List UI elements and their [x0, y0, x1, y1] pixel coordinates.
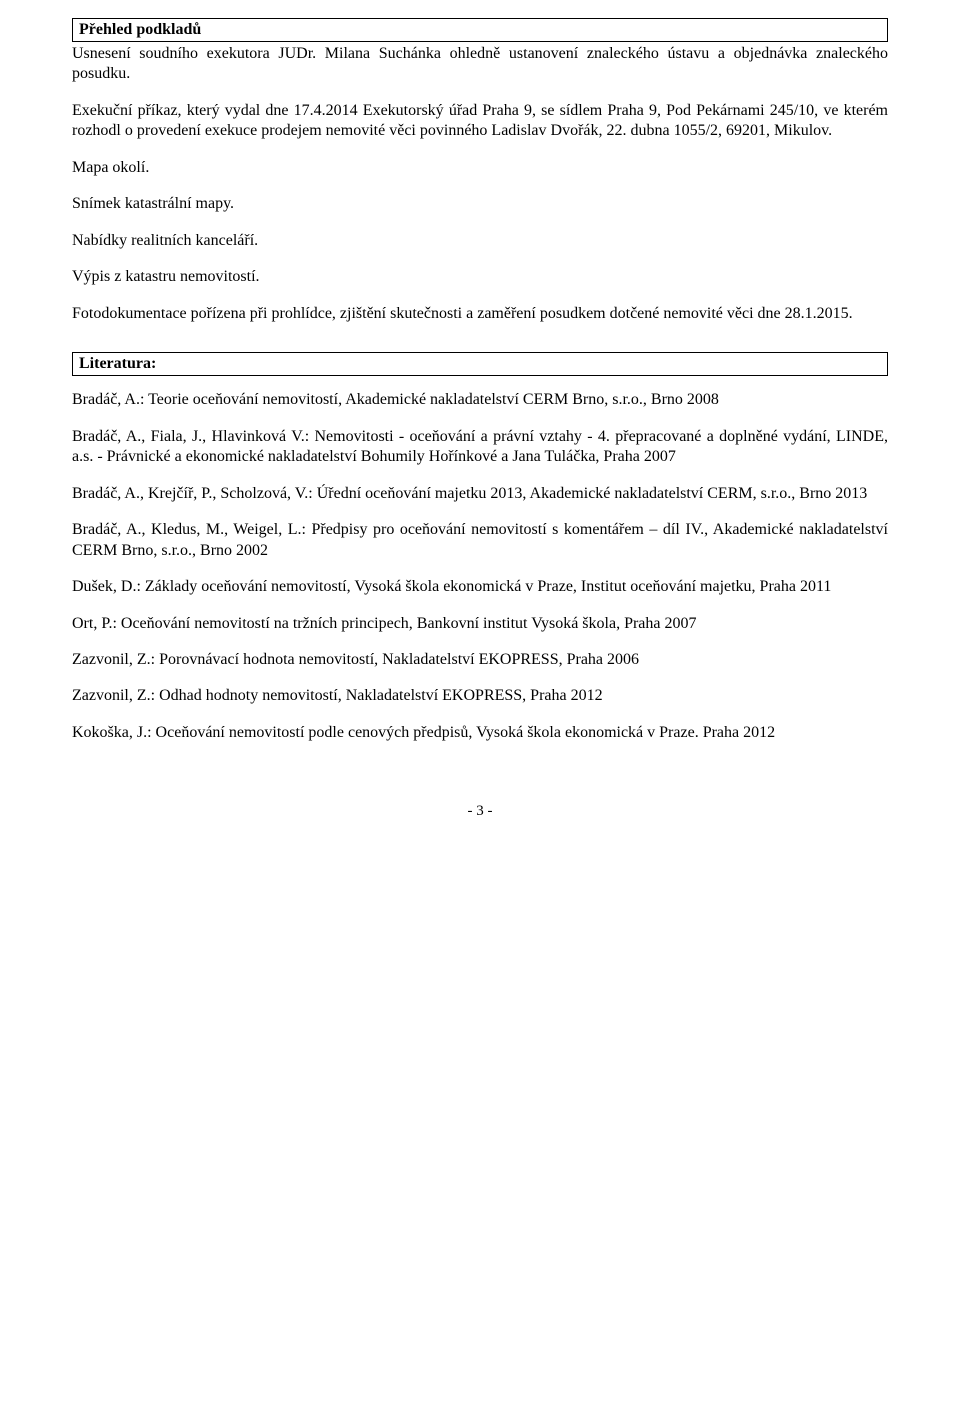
section-heading-prehled: Přehled podkladů: [72, 18, 888, 42]
paragraph: Snímek katastrální mapy.: [72, 194, 888, 214]
reference-entry: Zazvonil, Z.: Porovnávací hodnota nemovi…: [72, 650, 888, 670]
paragraph: Mapa okolí.: [72, 158, 888, 178]
paragraph: Fotodokumentace pořízena při prohlídce, …: [72, 304, 888, 324]
section-heading-literatura: Literatura:: [72, 352, 888, 376]
reference-entry: Kokoška, J.: Oceňování nemovitostí podle…: [72, 723, 888, 743]
paragraph: Výpis z katastru nemovitostí.: [72, 267, 888, 287]
reference-entry: Dušek, D.: Základy oceňování nemovitostí…: [72, 577, 888, 597]
document-page: Přehled podkladů Usnesení soudního exeku…: [0, 0, 960, 860]
paragraph: Usnesení soudního exekutora JUDr. Milana…: [72, 44, 888, 85]
reference-entry: Bradáč, A., Fiala, J., Hlavinková V.: Ne…: [72, 427, 888, 468]
reference-entry: Bradáč, A., Kledus, M., Weigel, L.: Před…: [72, 520, 888, 561]
paragraph: Nabídky realitních kanceláří.: [72, 231, 888, 251]
page-number: - 3 -: [72, 803, 888, 820]
reference-entry: Bradáč, A., Krejčíř, P., Scholzová, V.: …: [72, 484, 888, 504]
paragraph: Exekuční příkaz, který vydal dne 17.4.20…: [72, 101, 888, 142]
reference-entry: Bradáč, A.: Teorie oceňování nemovitostí…: [72, 390, 888, 410]
reference-entry: Zazvonil, Z.: Odhad hodnoty nemovitostí,…: [72, 686, 888, 706]
reference-entry: Ort, P.: Oceňování nemovitostí na tržníc…: [72, 614, 888, 634]
